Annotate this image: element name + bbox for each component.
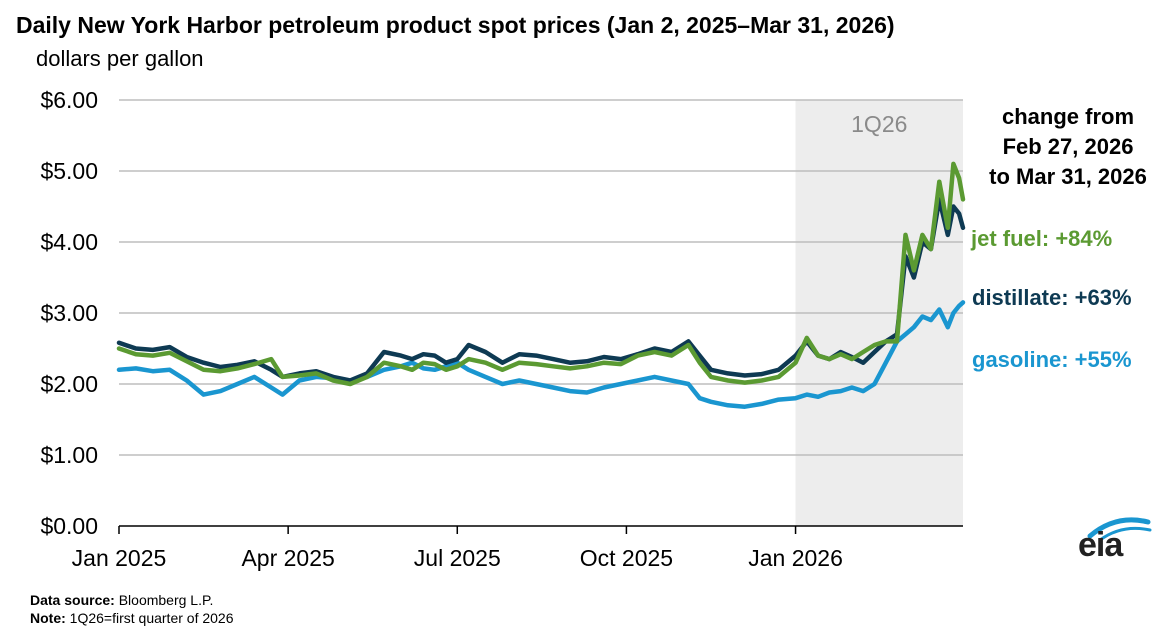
x-tick-label: Jul 2025: [414, 545, 501, 571]
footnote: Note: 1Q26=first quarter of 2026: [30, 610, 234, 626]
annotation-jet-fuel: jet fuel: +84%: [970, 226, 1112, 251]
x-tick-label: Jan 2025: [72, 545, 167, 571]
data-source-label: Data source:: [30, 592, 115, 608]
data-source-text: Bloomberg L.P.: [118, 592, 214, 608]
y-tick-label: $6.00: [40, 87, 98, 113]
x-tick-label: Jan 2026: [748, 545, 843, 571]
note-text: 1Q26=first quarter of 2026: [69, 610, 234, 626]
annotation-distillate: distillate: +63%: [972, 285, 1132, 310]
change-header-line: change from: [1002, 104, 1134, 129]
series-line-gasoline: [116, 300, 966, 409]
y-tick-label: $2.00: [40, 371, 98, 397]
y-tick-label: $1.00: [40, 442, 98, 468]
chart-title: Daily New York Harbor petroleum product …: [16, 12, 895, 38]
chart-subtitle: dollars per gallon: [36, 46, 204, 71]
x-tick-label: Apr 2025: [241, 545, 334, 571]
eia-logo: eia: [1078, 512, 1152, 567]
x-tick-label: Oct 2025: [580, 545, 673, 571]
y-tick-label: $5.00: [40, 158, 98, 184]
change-header-line: Feb 27, 2026: [1003, 134, 1134, 159]
data-source-note: Data source: Bloomberg L.P.: [30, 592, 213, 608]
note-label: Note:: [30, 610, 66, 626]
eia-swoosh-icon: [1087, 517, 1152, 542]
eia-logo-text: eia: [1078, 526, 1123, 564]
series-line-jet-fuel: [116, 161, 966, 387]
change-header-line: to Mar 31, 2026: [989, 164, 1147, 189]
annotation-gasoline: gasoline: +55%: [972, 347, 1132, 372]
shaded-region-label: 1Q26: [851, 111, 907, 137]
y-tick-label: $0.00: [40, 513, 98, 539]
y-tick-label: $3.00: [40, 300, 98, 326]
y-tick-label: $4.00: [40, 229, 98, 255]
